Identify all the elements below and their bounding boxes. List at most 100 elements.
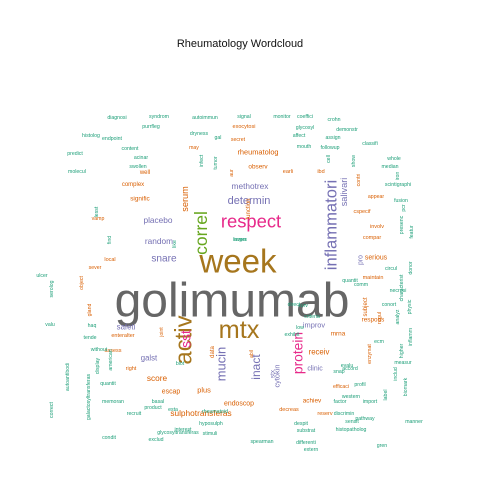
wordcloud-word: pro (358, 255, 365, 265)
wordcloud-word: discrimin (334, 411, 355, 417)
wordcloud-word: assign (326, 135, 341, 141)
wordcloud-word: complex (122, 182, 144, 188)
wordcloud-word: serum (180, 186, 190, 212)
wordcloud-word: differenti (296, 440, 316, 446)
wordcloud-word: basal (152, 399, 164, 405)
wordcloud-word: serolog (49, 280, 55, 297)
wordcloud-word: rheumatoid (202, 409, 228, 415)
wordcloud-word: scintigraphi (385, 182, 411, 188)
wordcloud-word: compar (363, 235, 382, 241)
wordcloud-word: stimuli (203, 431, 218, 437)
wordcloud-word: low (296, 325, 304, 331)
wordcloud-word: assess (104, 348, 121, 354)
wordcloud-word: display (95, 358, 101, 375)
wordcloud-word: profil (354, 382, 365, 388)
wordcloud-word: like (172, 240, 178, 248)
wordcloud-word: direct (288, 302, 301, 308)
wordcloud-word: classifi (362, 141, 378, 147)
wordcloud-word: correl (191, 211, 211, 255)
wordcloud-word: stx (270, 369, 277, 378)
wordcloud-word: sulphotransferas (170, 408, 231, 418)
wordcloud-word: quantit (100, 381, 116, 387)
wordcloud-word: syndrom (149, 114, 169, 120)
wordcloud-word: donor (408, 261, 414, 275)
wordcloud-word: criteria (304, 314, 320, 320)
wordcloud-word: local (104, 257, 115, 263)
wordcloud-word: whole (387, 156, 401, 162)
wordcloud-word: object (79, 276, 85, 290)
wordcloud-word: without (91, 347, 108, 353)
wordcloud-word: memoran (102, 399, 124, 405)
wordcloud-word: week (198, 244, 277, 281)
wordcloud-word: regul (377, 312, 383, 324)
wordcloud-word: interest (174, 427, 192, 433)
wordcloud-word: invers (233, 237, 247, 243)
wordcloud-word: monitor (273, 114, 291, 120)
wordcloud-word: enzymat (367, 344, 373, 364)
wordcloud-word: american (108, 349, 114, 370)
wordcloud-word: mtx (219, 316, 260, 344)
wordcloud-word: conort (382, 302, 397, 308)
wordcloud-word: respons (362, 317, 385, 324)
wordcloud-word: serious (365, 255, 388, 262)
wordcloud-word: endpoint (102, 136, 122, 142)
wordcloud-word: higher (399, 344, 405, 359)
wordcloud-word: spearman (250, 439, 273, 445)
wordcloud-word: curv (298, 303, 308, 309)
wordcloud-word: median (381, 164, 398, 170)
wordcloud-word: protein (291, 332, 306, 374)
wordcloud-word: mouth (297, 144, 312, 150)
wordcloud-word: sever (89, 265, 102, 271)
wordcloud-word: respect (221, 211, 281, 232)
wordcloud-word: may (189, 145, 199, 151)
wordcloud-word: galactosyltransferas (86, 374, 92, 421)
wordcloud-word: hyposulph (199, 421, 223, 427)
wordcloud-word: random (145, 236, 173, 246)
wordcloud-word: exclud (149, 437, 164, 443)
wordcloud-word: signific (130, 196, 150, 203)
wordcloud-word: dryness (190, 131, 209, 137)
wordcloud-word: tende (84, 335, 97, 341)
wordcloud-word: includ (393, 367, 399, 381)
wordcloud-word: pcr (401, 204, 407, 211)
wordcloud-word: escap (162, 389, 181, 396)
wordcloud-word: data (210, 346, 216, 358)
wordcloud-word: autoimmun (192, 115, 218, 121)
wordcloud-word: ibd (317, 169, 324, 175)
chart-title: Rheumatology Wordcloud (176, 38, 304, 50)
wordcloud-word: label (383, 390, 389, 401)
wordcloud-word: aur (229, 169, 235, 177)
wordcloud-word: coeffici (297, 114, 313, 120)
wordcloud-word: quantit (342, 278, 358, 284)
wordcloud-word: well (139, 170, 150, 176)
wordcloud-word: measur (394, 360, 412, 366)
wordcloud-word: glycosyl (296, 125, 314, 131)
wordcloud-word: condit (102, 435, 116, 441)
wordcloud-word: followup (320, 145, 339, 151)
wordcloud-word: characterist (399, 274, 405, 301)
wordcloud-word: manner (405, 419, 423, 425)
wordcloud-word: inflammatori (322, 180, 341, 270)
wordcloud-word: larger (233, 237, 247, 243)
wordcloud-word: involv (370, 224, 384, 230)
wordcloud-word: mucin (214, 347, 229, 381)
wordcloud-word: score (147, 373, 168, 383)
wordcloud-word: methotrex (232, 181, 270, 191)
wordcloud-word: fusion (394, 198, 408, 204)
wordcloud-word: correct (49, 402, 55, 418)
wordcloud-word: biomark (403, 377, 409, 396)
wordcloud-word: sensit (345, 419, 359, 425)
wordcloud-word: accord (342, 366, 358, 372)
wordcloud-word: subject (363, 297, 369, 316)
wordcloud-word: decreas (279, 407, 299, 413)
wordcloud-word: gren (377, 443, 387, 449)
wordcloud-word: placebo (143, 215, 172, 225)
wordcloud-word: receiv (309, 348, 330, 357)
wordcloud-word: clinic (307, 366, 323, 373)
wordcloud-word: sst (179, 330, 194, 348)
wordcloud-word: activ (171, 315, 198, 364)
wordcloud-word: import (363, 399, 378, 405)
wordcloud-word: exocytosi (233, 124, 256, 130)
wordcloud-word: haq (88, 323, 97, 329)
